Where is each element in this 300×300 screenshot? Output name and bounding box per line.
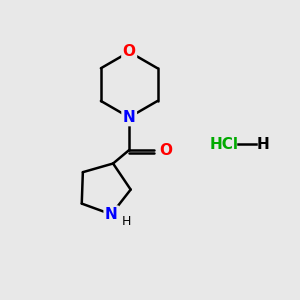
Text: N: N bbox=[123, 110, 136, 125]
Text: HCl: HCl bbox=[210, 136, 239, 152]
Text: H: H bbox=[256, 136, 269, 152]
Text: O: O bbox=[159, 142, 172, 158]
Text: N: N bbox=[105, 207, 118, 222]
Text: H: H bbox=[122, 215, 131, 228]
Text: O: O bbox=[123, 44, 136, 59]
